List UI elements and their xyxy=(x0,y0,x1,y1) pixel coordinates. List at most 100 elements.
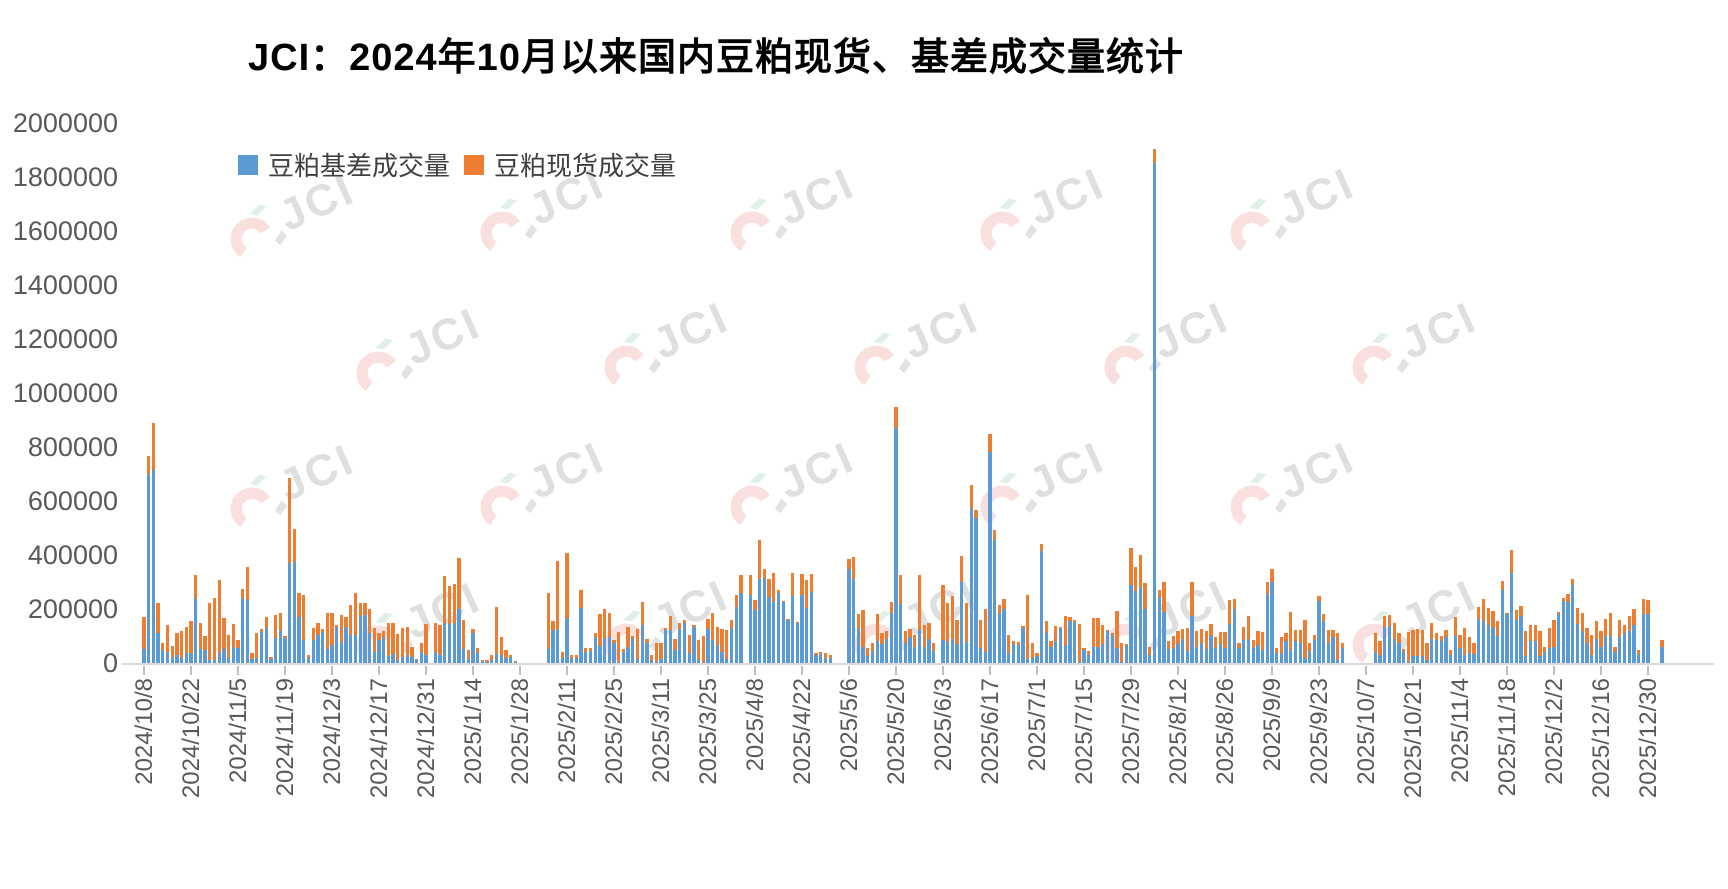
bar-segment-spot xyxy=(1533,625,1537,642)
bar-segment-spot xyxy=(856,614,861,628)
bar xyxy=(809,574,814,663)
x-axis-label: 2025/5/6 xyxy=(836,678,863,772)
bar-segment-spot xyxy=(217,580,221,654)
bar-segment-basis xyxy=(316,634,320,663)
bar-segment-spot xyxy=(800,574,804,595)
bar-segment-basis xyxy=(1049,646,1053,663)
y-axis-label: 200000 xyxy=(27,594,118,624)
bar xyxy=(997,605,1002,664)
bar xyxy=(1580,613,1584,664)
bar-segment-basis xyxy=(1162,611,1166,663)
bar-segment-basis xyxy=(358,615,362,663)
bar xyxy=(1049,641,1053,663)
bar-segment-basis xyxy=(682,622,687,663)
bar-segment-spot xyxy=(1213,637,1218,649)
bar xyxy=(1072,619,1077,663)
bar-segment-basis xyxy=(480,660,485,664)
bar-segment-basis xyxy=(212,660,217,663)
bar-segment-spot xyxy=(1618,619,1622,638)
bar-segment-basis xyxy=(922,646,926,663)
bar-segment-spot xyxy=(997,605,1002,614)
bar-segment-spot xyxy=(720,629,724,652)
bar-segment-basis xyxy=(424,654,428,663)
bar-segment-spot xyxy=(1519,606,1523,616)
bar xyxy=(1228,599,1232,664)
bar xyxy=(969,485,973,663)
bar xyxy=(1411,630,1415,664)
bar xyxy=(1143,583,1147,663)
x-axis-label: 2025/11/18 xyxy=(1494,678,1521,797)
bar-segment-spot xyxy=(673,639,677,650)
bar xyxy=(955,619,959,663)
bar xyxy=(1082,648,1086,663)
bar-segment-spot xyxy=(946,603,950,642)
bar-segment-spot xyxy=(1495,621,1500,636)
bar-segment-basis xyxy=(612,643,616,663)
bar xyxy=(217,580,221,663)
bar xyxy=(363,603,367,663)
bar-segment-spot xyxy=(419,643,423,652)
bar-segment-basis xyxy=(1171,648,1175,663)
bar-segment-spot xyxy=(696,640,701,660)
bar-segment-basis xyxy=(1646,614,1650,663)
bar xyxy=(476,648,480,663)
bar-segment-spot xyxy=(866,648,870,657)
bar-segment-spot xyxy=(1195,630,1199,647)
bar-segment-spot xyxy=(1599,631,1603,647)
bar-segment-basis xyxy=(189,653,193,663)
bar xyxy=(1007,634,1011,663)
bar-segment-basis xyxy=(443,623,447,663)
y-axis-label: 600000 xyxy=(27,486,118,516)
bar xyxy=(607,613,611,663)
x-axis-tick xyxy=(801,666,803,675)
bar-segment-basis xyxy=(1383,627,1387,663)
bar-segment-spot xyxy=(358,603,362,616)
bar xyxy=(461,620,466,663)
bar-segment-basis xyxy=(302,640,306,664)
x-axis-tick xyxy=(143,666,145,675)
bar xyxy=(151,422,156,663)
bar xyxy=(1115,611,1119,663)
bar xyxy=(391,622,395,663)
bar-segment-spot xyxy=(852,557,856,580)
x-axis-label: 2025/6/17 xyxy=(977,678,1004,785)
bar-segment-spot xyxy=(1604,618,1608,637)
bar xyxy=(1260,632,1265,664)
bar-segment-basis xyxy=(861,646,865,663)
bar-segment-basis xyxy=(598,645,602,663)
bar xyxy=(964,603,969,663)
bar xyxy=(1510,549,1514,664)
bar-segment-spot xyxy=(1425,642,1429,661)
bar-segment-basis xyxy=(767,596,771,664)
bar-segment-spot xyxy=(1373,633,1378,652)
bar xyxy=(1195,630,1199,663)
bar-segment-spot xyxy=(767,578,771,597)
bar-segment-spot xyxy=(1265,582,1269,595)
bar-segment-basis xyxy=(927,638,931,663)
bar-segment-basis xyxy=(1298,642,1302,664)
bar-segment-basis xyxy=(621,651,626,663)
bar xyxy=(1275,648,1279,663)
bar xyxy=(1293,630,1298,663)
bar xyxy=(913,634,917,663)
bar-segment-spot xyxy=(396,634,400,660)
bar xyxy=(1190,582,1194,664)
bar-segment-spot xyxy=(870,642,875,651)
bar-segment-basis xyxy=(978,648,983,663)
bar-segment-spot xyxy=(400,628,405,657)
bar-segment-spot xyxy=(711,613,715,640)
bar-segment-spot xyxy=(1542,646,1547,653)
bar-segment-basis xyxy=(1585,642,1589,663)
bar-segment-spot xyxy=(1453,617,1457,636)
bar-segment-basis xyxy=(508,656,513,663)
bar-segment-spot xyxy=(1387,614,1392,627)
bar-segment-basis xyxy=(593,636,597,663)
bar-segment-spot xyxy=(664,628,668,630)
bar-segment-spot xyxy=(367,608,372,634)
bar-segment-spot xyxy=(1575,607,1580,624)
bar-segment-basis xyxy=(1166,649,1171,663)
x-axis-label: 2025/9/23 xyxy=(1306,678,1333,785)
bar xyxy=(960,556,964,663)
bar xyxy=(866,648,870,663)
bar-segment-spot xyxy=(1486,607,1490,626)
